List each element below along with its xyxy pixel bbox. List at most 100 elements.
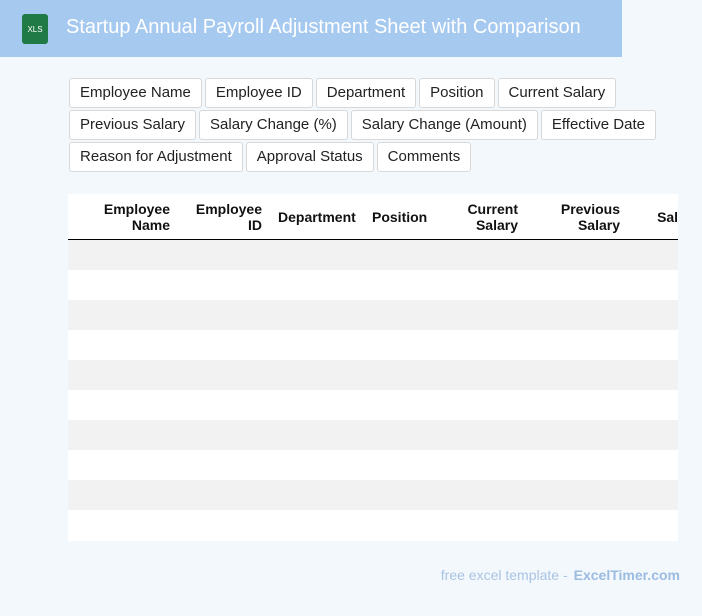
field-tag: Reason for Adjustment [69, 142, 243, 172]
brand: ExcelTimer.com [573, 567, 680, 583]
field-tag: Effective Date [540, 110, 656, 140]
field-tag: Salary Change (%) [199, 110, 348, 140]
cell [436, 450, 526, 480]
cell [436, 420, 526, 450]
header: XLS Startup Annual Payroll Adjustment Sh… [0, 0, 622, 57]
cell [68, 420, 178, 450]
cell [628, 330, 678, 360]
cell [526, 480, 628, 510]
cell [270, 239, 364, 270]
column-header: Employee Name [68, 194, 178, 240]
cell [526, 450, 628, 480]
column-header: Position [364, 194, 436, 240]
cell [68, 360, 178, 390]
cell [68, 239, 178, 270]
field-tag: Employee Name [69, 78, 202, 108]
table-row [68, 450, 678, 480]
cell [270, 360, 364, 390]
cell [178, 330, 270, 360]
field-tag: Approval Status [245, 142, 374, 172]
header-row: Employee Name Employee ID Department Positi… [68, 194, 678, 240]
column-header: Salary Change (%) [628, 194, 678, 240]
cell [364, 510, 436, 540]
cell [364, 360, 436, 390]
cell [178, 360, 270, 390]
cell [270, 450, 364, 480]
cell [178, 420, 270, 450]
cell [270, 480, 364, 510]
cell [364, 330, 436, 360]
field-tag: Position [419, 78, 495, 108]
cell [270, 390, 364, 420]
title: Startup Annual Payroll Adjustment Sheet … [66, 16, 581, 38]
table-row [68, 510, 678, 540]
cell [436, 270, 526, 300]
cell [526, 360, 628, 390]
footer: free excel template - ExcelTimer.com [441, 567, 680, 583]
cell [68, 510, 178, 540]
cell [364, 450, 436, 480]
cell [436, 330, 526, 360]
cell [526, 390, 628, 420]
cell [68, 480, 178, 510]
cell [178, 300, 270, 330]
cell [628, 450, 678, 480]
table-body [68, 239, 678, 541]
column-header: Current Salary [436, 194, 526, 240]
field-tag: Department [315, 78, 417, 108]
cell [364, 300, 436, 330]
cell [364, 480, 436, 510]
cell [628, 300, 678, 330]
cell [628, 360, 678, 390]
field-tag: Employee ID [204, 78, 313, 108]
table: Employee Name Employee ID Department Positi… [68, 194, 678, 541]
cell [68, 330, 178, 360]
cell [628, 480, 678, 510]
table-row [68, 330, 678, 360]
cell [270, 330, 364, 360]
field-tag: Current Salary [497, 78, 617, 108]
table-row [68, 270, 678, 300]
sheet: Employee Name Employee ID Department Positi… [68, 194, 678, 540]
cell [270, 420, 364, 450]
cell [68, 390, 178, 420]
cell [270, 510, 364, 540]
cell [178, 239, 270, 270]
column-header: Department [270, 194, 364, 240]
cell [526, 510, 628, 540]
field-tag: Previous Salary [69, 110, 197, 140]
cell [270, 300, 364, 330]
cell [178, 510, 270, 540]
cell [526, 239, 628, 270]
field-tag: Comments [376, 142, 472, 172]
cell [68, 450, 178, 480]
cell [628, 420, 678, 450]
cell [68, 270, 178, 300]
table-row [68, 300, 678, 330]
table-row [68, 480, 678, 510]
cell [178, 270, 270, 300]
cell [68, 300, 178, 330]
cell [178, 450, 270, 480]
cell [628, 390, 678, 420]
cell [628, 510, 678, 540]
cell [178, 480, 270, 510]
cell [364, 420, 436, 450]
cell [364, 239, 436, 270]
cell [436, 510, 526, 540]
table-row [68, 360, 678, 390]
cell [436, 239, 526, 270]
table-row [68, 239, 678, 270]
cell [526, 270, 628, 300]
cell [526, 300, 628, 330]
file-icon: XLS [22, 14, 48, 44]
cell [628, 270, 678, 300]
column-header: Previous Salary [526, 194, 628, 240]
cell [270, 270, 364, 300]
footer-text: free excel template - [440, 567, 568, 583]
table-row [68, 420, 678, 450]
cell [628, 239, 678, 270]
cell [526, 330, 628, 360]
field-tag: Salary Change (Amount) [350, 110, 538, 140]
